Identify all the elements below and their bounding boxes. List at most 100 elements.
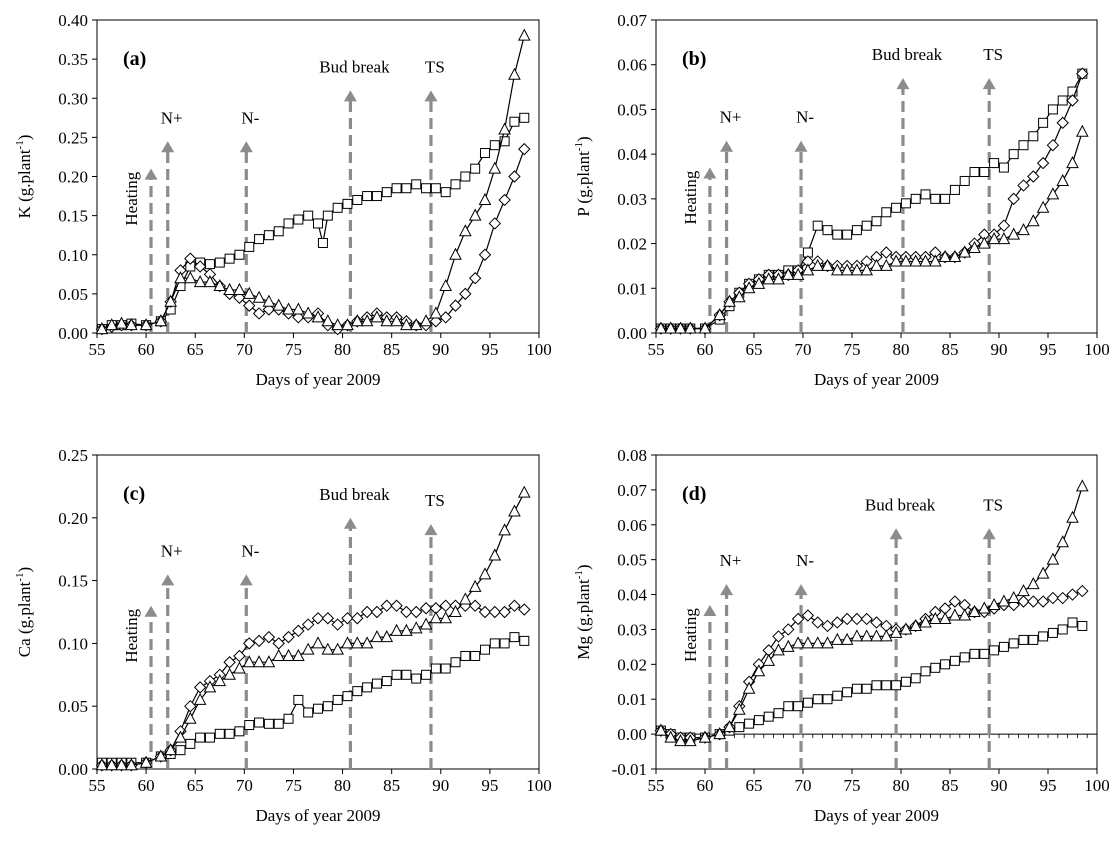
event-label: Heating (681, 170, 700, 224)
data-point (674, 321, 687, 334)
data-point (419, 617, 433, 630)
data-point (928, 254, 942, 267)
data-point (713, 308, 727, 321)
data-point (224, 728, 235, 739)
plot-frame (96, 454, 540, 770)
data-point (842, 229, 853, 240)
x-tick-label: 75 (844, 776, 861, 795)
x-axis-label: Days of year 2009 (255, 806, 380, 825)
data-point (948, 608, 962, 621)
data-point (732, 290, 746, 303)
data-point (801, 263, 815, 276)
x-tick-label: 65 (746, 340, 763, 359)
x-tick-label: 100 (1084, 776, 1109, 795)
data-point (1027, 170, 1040, 183)
data-point (1047, 627, 1058, 638)
data-point (204, 259, 215, 270)
data-point (292, 311, 305, 324)
data-point (203, 275, 217, 288)
data-point (861, 683, 872, 694)
event-label: N- (796, 551, 814, 570)
event-label: Bud break (319, 485, 390, 504)
data-point (479, 148, 490, 159)
data-point (184, 699, 197, 713)
data-point (713, 727, 727, 740)
plot-frame (655, 454, 1098, 770)
series-line (101, 35, 525, 330)
x-tick-label: 60 (138, 776, 155, 795)
event-arrowhead (703, 167, 717, 179)
data-point (362, 191, 373, 202)
data-point (930, 193, 941, 204)
event-arrowhead (720, 140, 734, 152)
data-point (193, 275, 207, 288)
data-point (840, 612, 854, 626)
data-point (842, 687, 853, 698)
panel-c: 55 60 65 70 75 80 85 90 95 100 0.00 0.05 0.10 0.15 0.2… (14, 446, 552, 825)
data-point (430, 663, 441, 674)
data-point (174, 730, 187, 743)
data-point (95, 758, 109, 771)
data-point (263, 718, 274, 729)
data-point (1076, 67, 1089, 80)
event-arrowhead (720, 584, 734, 596)
data-point (674, 734, 687, 747)
panel-a: 55 60 65 70 75 80 85 90 95 100 0.00 0.05 0.10 0.15 0.2… (14, 11, 552, 389)
x-tick-label: 90 (991, 776, 1008, 795)
data-point (870, 258, 883, 271)
event-label: Heating (122, 171, 141, 225)
data-point (509, 116, 520, 127)
x-tick-label: 70 (236, 776, 253, 795)
data-point (419, 314, 433, 327)
data-point (998, 162, 1009, 173)
data-point (301, 618, 315, 631)
data-point (830, 263, 844, 276)
data-point (997, 594, 1011, 607)
data-point (1075, 479, 1089, 492)
data-point (519, 635, 530, 646)
data-point (1007, 227, 1021, 240)
data-point (508, 504, 521, 517)
data-point (95, 322, 109, 335)
data-point (468, 599, 482, 612)
series-line (101, 492, 525, 766)
data-point (254, 234, 265, 245)
event-label: N- (796, 108, 814, 127)
y-axis-label: K (g.plant-1) (14, 135, 34, 219)
y-tick-label: 0.15 (58, 572, 88, 591)
data-point (391, 183, 402, 194)
data-point (272, 648, 286, 661)
data-point (244, 720, 255, 731)
data-point (919, 254, 932, 267)
data-point (303, 707, 314, 718)
event-label: Heating (122, 608, 141, 662)
x-tick-label: 90 (991, 340, 1008, 359)
data-point (254, 717, 265, 728)
data-point (234, 249, 245, 260)
data-point (301, 306, 315, 319)
data-point (998, 641, 1009, 652)
data-point (762, 653, 776, 666)
event-arrowhead (889, 528, 903, 540)
event-arrowhead (144, 605, 158, 617)
data-point (478, 248, 492, 261)
data-point (850, 629, 864, 642)
data-point (450, 179, 461, 190)
data-point (292, 648, 305, 661)
data-point (1038, 117, 1049, 128)
data-point (292, 624, 305, 638)
event-arrowhead (343, 90, 357, 102)
data-point (910, 673, 921, 684)
data-point (478, 567, 492, 580)
data-point (341, 318, 354, 331)
data-point (900, 198, 911, 209)
panel-label: (d) (682, 483, 706, 505)
data-point (262, 303, 276, 316)
data-point (958, 608, 972, 621)
data-point (1046, 552, 1060, 565)
data-point (252, 655, 266, 668)
data-point (331, 618, 344, 631)
data-point (1066, 588, 1079, 601)
y-tick-label: 0.01 (617, 279, 647, 298)
data-point (899, 254, 913, 267)
